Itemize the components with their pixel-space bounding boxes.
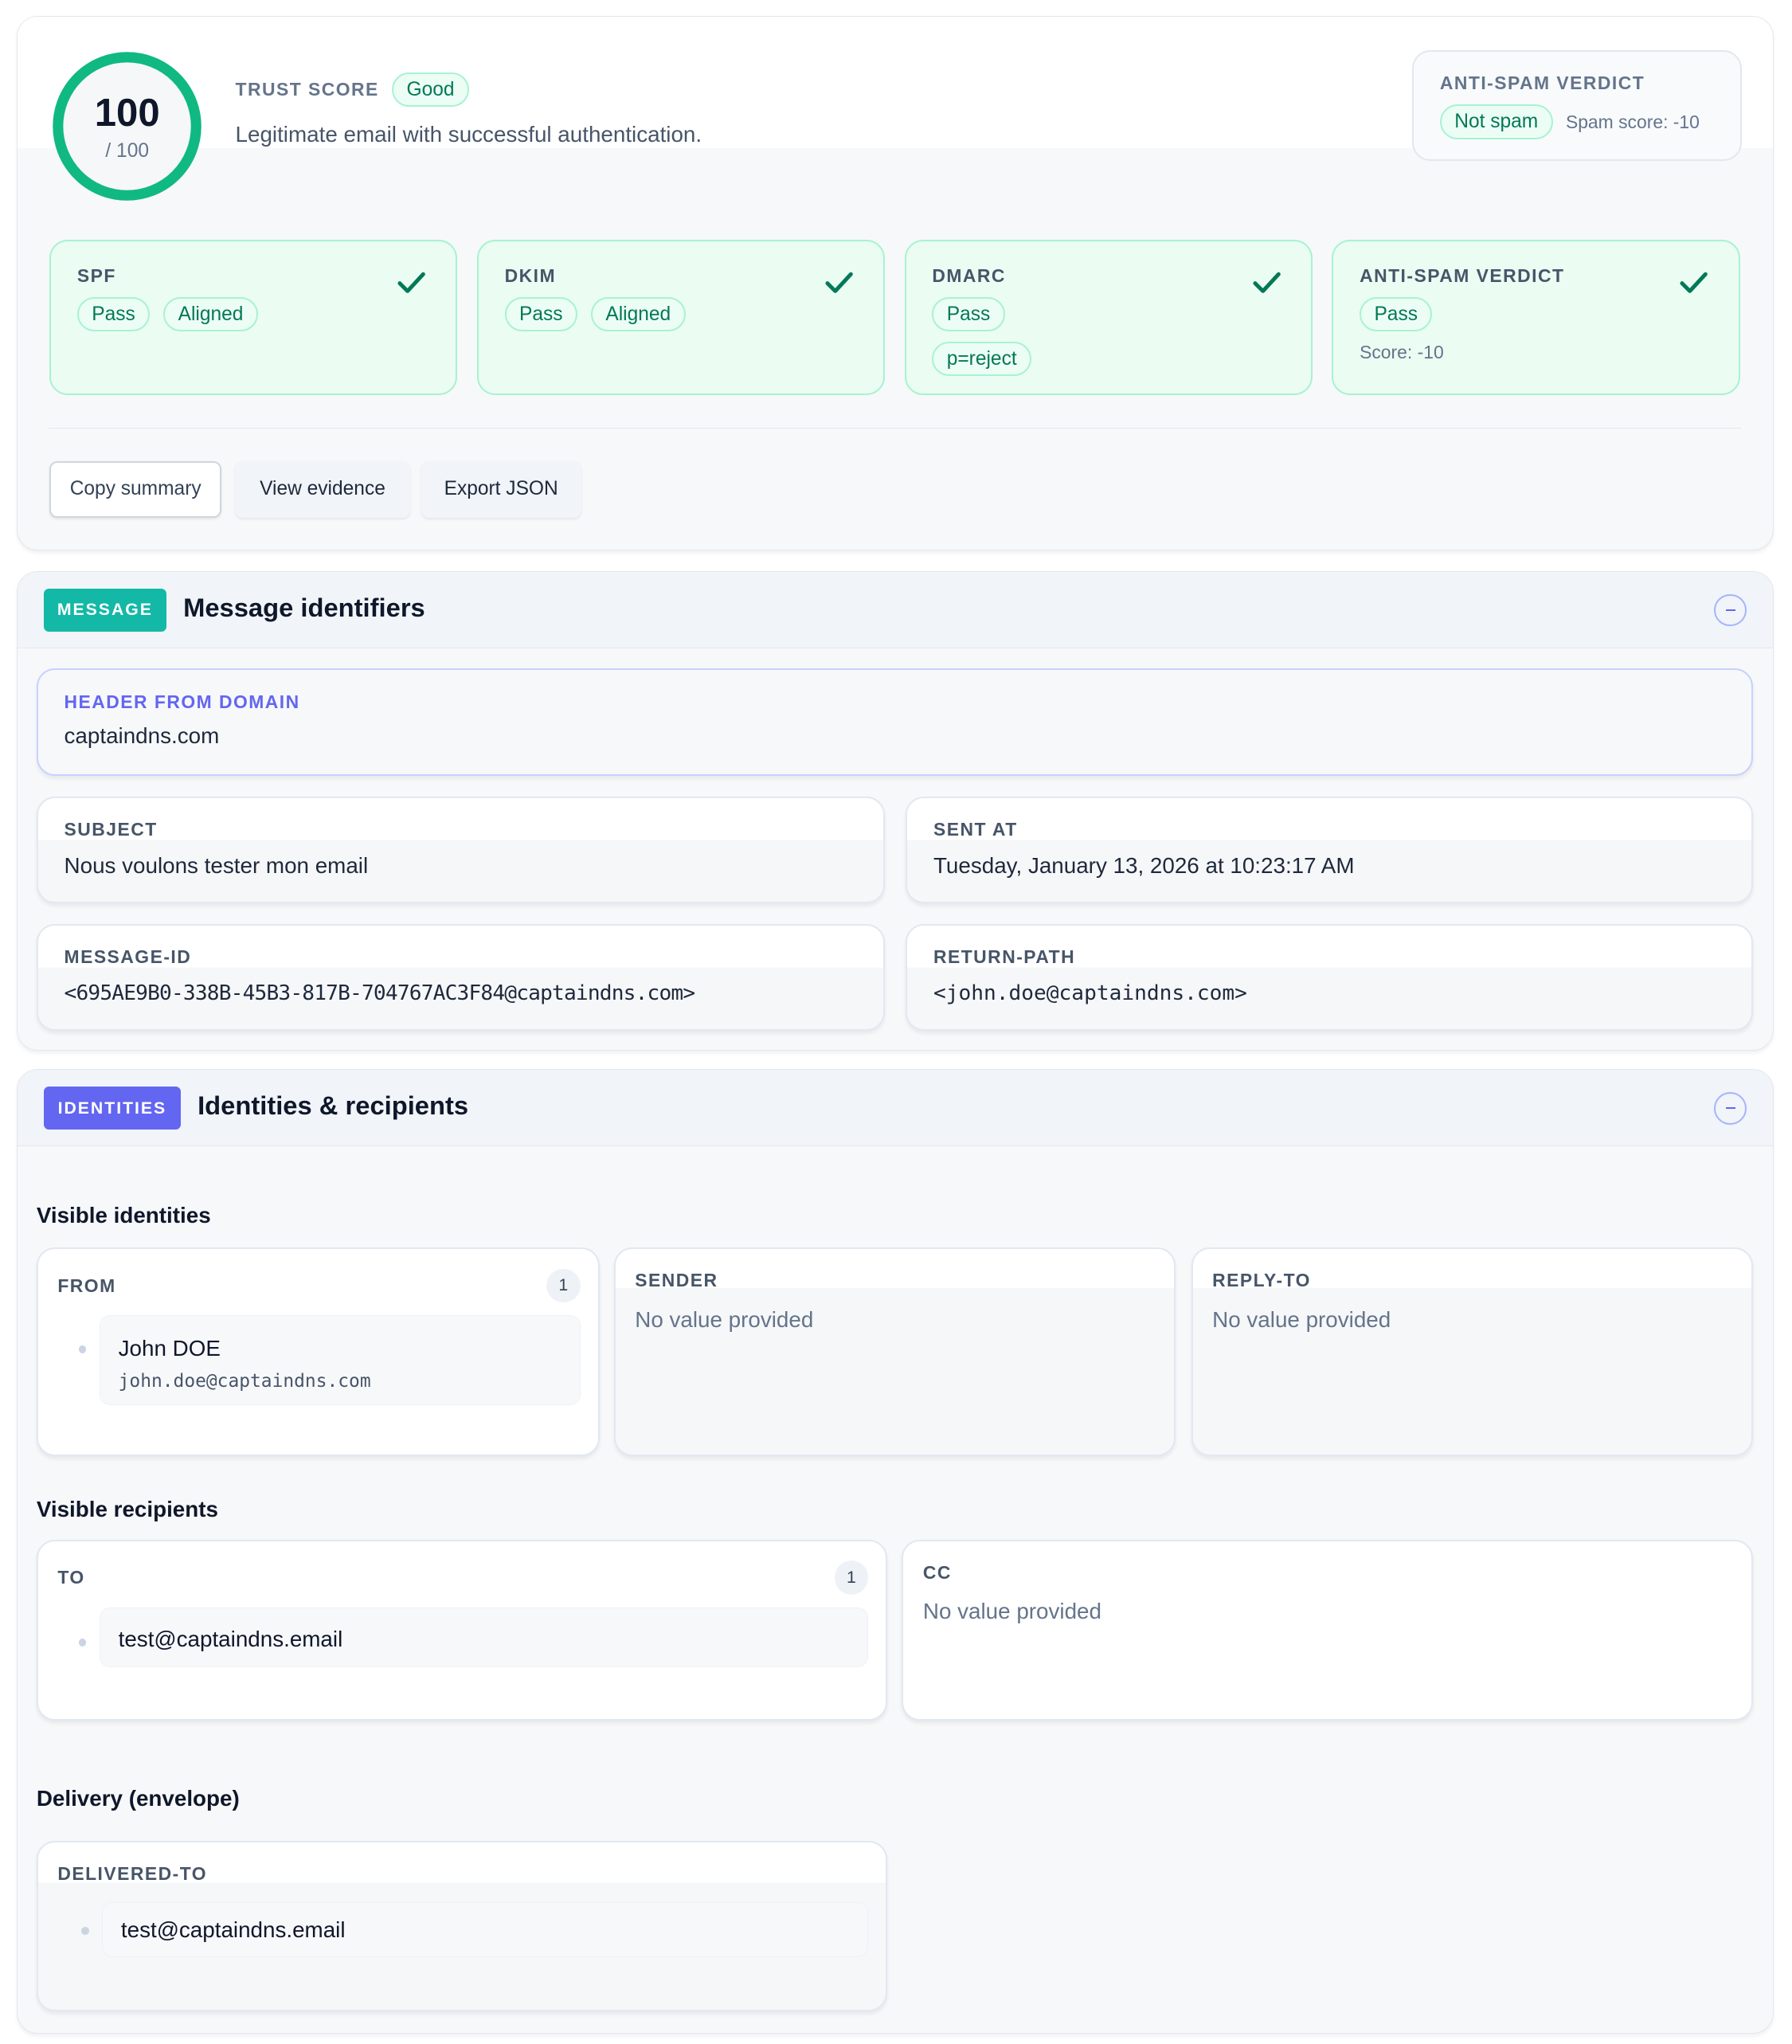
message-id-field: MESSAGE-ID <695AE9B0-338B-45B3-817B-7047…: [36, 924, 886, 1032]
identities-tag: IDENTITIES: [43, 1087, 181, 1130]
check-icon: [1253, 272, 1281, 293]
dmarc-card: DMARC Pass p=reject: [904, 240, 1313, 395]
antispam-card-title: ANTI-SPAM VERDICT: [1360, 264, 1565, 286]
antispam-badge: Not spam: [1439, 104, 1553, 139]
dkim-aligned-badge: Aligned: [590, 296, 686, 331]
score-value: 100: [94, 91, 160, 135]
dmarc-policy-badge: p=reject: [932, 341, 1032, 377]
message-tag: MESSAGE: [43, 588, 166, 632]
copy-summary-button[interactable]: Copy summary: [49, 461, 222, 518]
to-card: TO 1 test@captaindns.email: [36, 1539, 888, 1721]
subject-label: SUBJECT: [64, 818, 158, 840]
subject-field: SUBJECT Nous voulons tester mon email: [36, 796, 886, 903]
identities-title: Identities & recipients: [198, 1090, 469, 1120]
reply-to-label: REPLY-TO: [1212, 1270, 1311, 1291]
delivery-heading: Delivery (envelope): [36, 1785, 240, 1811]
spam-score: Spam score: -10: [1565, 111, 1700, 132]
sender-label: SENDER: [635, 1270, 718, 1291]
antispam-card: ANTI-SPAM VERDICT Pass Score: -10: [1332, 240, 1740, 395]
antispam-label: ANTI-SPAM VERDICT: [1439, 72, 1645, 94]
from-card: FROM 1 John DOE john.doe@captaindns.com: [36, 1247, 600, 1456]
message-id-label: MESSAGE-ID: [64, 946, 192, 968]
spf-pass-badge: Pass: [76, 296, 151, 331]
subject-value: Nous voulons tester mon email: [64, 853, 369, 879]
check-icon: [1680, 272, 1708, 293]
cc-card: CC No value provided: [902, 1539, 1753, 1721]
header-from-domain-field: HEADER FROM DOMAIN captaindns.com: [36, 668, 1753, 776]
sender-value: No value provided: [635, 1306, 814, 1332]
export-json-button[interactable]: Export JSON: [421, 461, 581, 518]
message-title: Message identifiers: [183, 592, 425, 622]
header-from-value: captaindns.com: [64, 722, 220, 748]
to-email: test@captaindns.email: [118, 1626, 343, 1651]
antispam-pass-badge: Pass: [1360, 296, 1433, 331]
return-path-field: RETURN-PATH <john.doe@captaindns.com>: [906, 924, 1753, 1032]
antispam-box: ANTI-SPAM VERDICT Not spam Spam score: -…: [1412, 50, 1743, 162]
collapse-icon[interactable]: [1714, 593, 1747, 627]
antispam-card-score: Score: -10: [1360, 341, 1444, 362]
score-max: / 100: [105, 140, 149, 163]
trust-score-label: TRUST SCORE: [235, 79, 379, 100]
collapse-icon[interactable]: [1714, 1091, 1747, 1125]
dkim-title: DKIM: [504, 264, 557, 286]
to-count-badge: 1: [834, 1560, 869, 1595]
message-section-header[interactable]: MESSAGE Message identifiers: [18, 571, 1774, 649]
from-label: FROM: [57, 1275, 116, 1296]
cc-label: CC: [922, 1561, 952, 1583]
identities-section-header[interactable]: IDENTITIES Identities & recipients: [18, 1069, 1774, 1147]
from-email: john.doe@captaindns.com: [118, 1371, 371, 1392]
sent-at-value: Tuesday, January 13, 2026 at 10:23:17 AM: [933, 853, 1355, 879]
from-count-badge: 1: [546, 1268, 581, 1303]
trust-description: Legitimate email with successful authent…: [235, 122, 702, 147]
check-icon: [397, 272, 425, 293]
delivered-to-card: DELIVERED-TO test@captaindns.email: [36, 1840, 888, 2011]
bullet: [78, 1345, 87, 1353]
dmarc-pass-badge: Pass: [932, 296, 1005, 331]
dmarc-title: DMARC: [932, 264, 1006, 286]
view-evidence-button[interactable]: View evidence: [234, 461, 411, 518]
sent-at-label: SENT AT: [933, 818, 1018, 840]
header-from-label: HEADER FROM DOMAIN: [64, 691, 300, 712]
bullet: [78, 1639, 87, 1647]
trust-badge: Good: [392, 72, 469, 108]
sender-card: SENDER No value provided: [613, 1247, 1176, 1456]
delivered-to-email: test@captaindns.email: [120, 1917, 346, 1942]
check-icon: [825, 272, 853, 293]
trust-score-ring: [53, 51, 202, 201]
reply-to-card: REPLY-TO No value provided: [1191, 1247, 1753, 1456]
delivered-to-label: DELIVERED-TO: [57, 1862, 208, 1884]
return-path-label: RETURN-PATH: [933, 946, 1076, 968]
from-identity-item: John DOE john.doe@captaindns.com: [99, 1315, 581, 1406]
dkim-pass-badge: Pass: [504, 296, 577, 331]
message-id-value: <695AE9B0-338B-45B3-817B-704767AC3F84@ca…: [64, 981, 696, 1005]
return-path-value: <john.doe@captaindns.com>: [933, 981, 1247, 1005]
delivered-to-item: test@captaindns.email: [101, 1901, 869, 1957]
sent-at-field: SENT AT Tuesday, January 13, 2026 at 10:…: [906, 796, 1753, 903]
bullet: [80, 1926, 89, 1935]
visible-recipients-heading: Visible recipients: [36, 1496, 218, 1521]
cc-value: No value provided: [922, 1599, 1101, 1624]
dkim-card: DKIM Pass Aligned: [476, 240, 886, 395]
from-name: John DOE: [118, 1335, 221, 1361]
reply-to-value: No value provided: [1212, 1306, 1391, 1332]
spf-title: SPF: [76, 264, 116, 286]
divider: [48, 427, 1742, 429]
to-label: TO: [57, 1567, 85, 1588]
spf-card: SPF Pass Aligned: [49, 240, 458, 395]
spf-aligned-badge: Aligned: [163, 296, 258, 331]
to-recipient-item: test@captaindns.email: [99, 1607, 869, 1668]
visible-identities-heading: Visible identities: [36, 1203, 211, 1228]
